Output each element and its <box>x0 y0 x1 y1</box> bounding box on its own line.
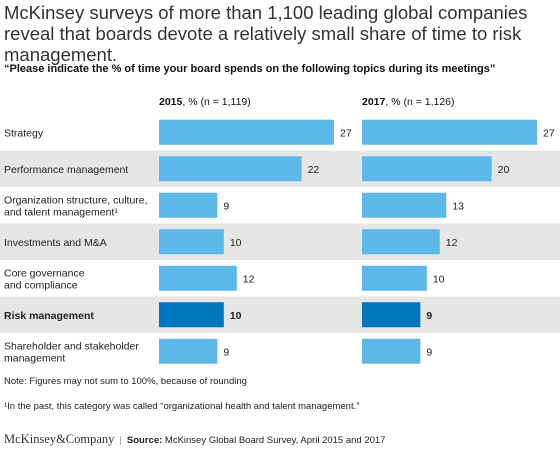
category-label-shareholder-and-stakeholder-management: Shareholder and stakeholder management <box>4 340 139 364</box>
value-label-2015-performance-management: 22 <box>308 164 320 176</box>
bar-2017-strategy <box>362 119 537 145</box>
bar-2017-core-governance-and-compliance <box>362 265 427 291</box>
bar-2015-core-governance-and-compliance <box>159 265 237 291</box>
category-label-strategy: Strategy <box>4 127 44 139</box>
bar-2015-strategy <box>159 119 334 145</box>
source-label: Source: <box>126 435 163 446</box>
bar-2015-shareholder-and-stakeholder-management <box>159 338 218 364</box>
brand-logo: McKinsey&Company <box>4 432 115 446</box>
value-label-2017-strategy: 27 <box>543 127 555 139</box>
bar-2015-performance-management <box>159 156 302 182</box>
chart-title: McKinsey surveys of more than 1,100 lead… <box>4 2 528 65</box>
footer: McKinsey&Company | Source: McKinsey Global… <box>4 432 385 447</box>
value-label-2015-organization-structure-culture-and-talent-management: 9 <box>223 200 229 212</box>
source-text: McKinsey Global Board Survey, April 2015… <box>162 435 386 446</box>
bar-2017-performance-management <box>362 156 492 182</box>
row-band-investments-and-m-a <box>0 223 560 260</box>
bar-chart: Strategy 27 27 Performance management 22 20 Or… <box>0 119 560 364</box>
category-label-investments-and-m-a: Investments and M&A <box>4 237 107 249</box>
bar-2017-organization-structure-culture-and-talent-management <box>362 192 447 218</box>
footnote: ¹In the past, this category was called “… <box>4 401 360 412</box>
value-label-2015-risk-management: 10 <box>230 310 242 322</box>
panel-sample-2015: , % (n = 1,119) <box>182 96 251 108</box>
footer-separator: | <box>119 435 122 446</box>
category-label-risk-management: Risk management <box>4 310 94 322</box>
rounding-note: Note: Figures may not sum to 100%, becau… <box>4 376 247 387</box>
value-label-2017-performance-management: 20 <box>498 164 510 176</box>
bar-2015-risk-management <box>159 302 224 328</box>
value-label-2015-strategy: 27 <box>340 127 352 139</box>
bar-2015-investments-and-m-a <box>159 229 224 255</box>
bar-2015-organization-structure-culture-and-talent-management <box>159 192 218 218</box>
value-label-2017-investments-and-m-a: 12 <box>446 237 458 249</box>
value-label-2017-core-governance-and-compliance: 10 <box>433 273 445 285</box>
value-label-2015-shareholder-and-stakeholder-management: 9 <box>223 346 229 358</box>
value-label-2015-investments-and-m-a: 10 <box>230 237 242 249</box>
panel-header-2017: 2017, % (n = 1,126) <box>362 96 455 108</box>
panel-year-2015: 2015 <box>159 96 183 108</box>
value-label-2017-organization-structure-culture-and-talent-management: 13 <box>452 200 464 212</box>
category-label-core-governance-and-compliance: Core governance and compliance <box>4 267 85 291</box>
bar-2017-investments-and-m-a <box>362 229 440 255</box>
panel-sample-2017: , % (n = 1,126) <box>385 96 455 108</box>
survey-question: “Please indicate the % of time your boar… <box>4 63 496 75</box>
panel-year-2017: 2017 <box>362 96 386 108</box>
panel-header-2015: 2015, % (n = 1,119) <box>159 96 251 108</box>
category-label-organization-structure-culture-and-talent-management: Organization structure, culture, and tale… <box>4 194 148 218</box>
value-label-2017-risk-management: 9 <box>426 310 432 322</box>
category-label-performance-management: Performance management <box>4 164 128 176</box>
row-band-risk-management <box>0 296 560 333</box>
bar-2017-shareholder-and-stakeholder-management <box>362 338 421 364</box>
value-label-2017-shareholder-and-stakeholder-management: 9 <box>426 346 432 358</box>
bar-2017-risk-management <box>362 302 421 328</box>
value-label-2015-core-governance-and-compliance: 12 <box>243 273 255 285</box>
